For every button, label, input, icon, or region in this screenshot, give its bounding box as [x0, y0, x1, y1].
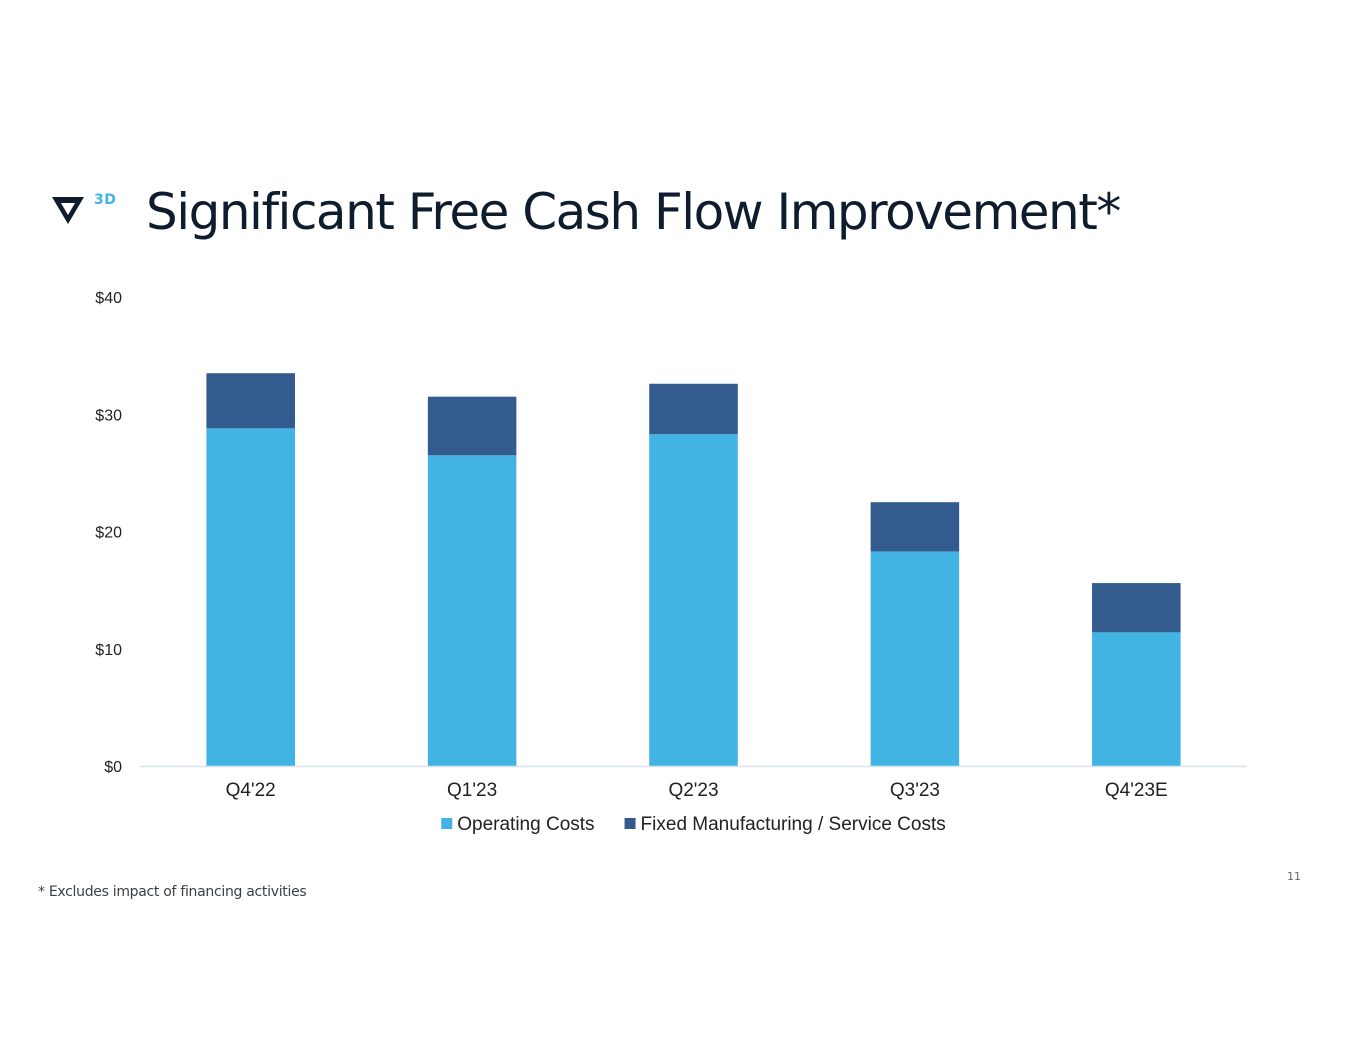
legend: Operating Costs Fixed Manufacturing / Ser…: [441, 814, 946, 835]
legend-swatch-operating-costs: [441, 818, 453, 829]
bar-operating-costs: [649, 434, 738, 766]
bar-fixed-manufacturing-service-costs: [427, 396, 517, 456]
legend-label-fixed-manufacturing-service-costs: Fixed Manufacturing / Service Costs: [641, 814, 946, 835]
bar-fixed-manufacturing-service-costs: [206, 373, 295, 429]
bar-operating-costs: [870, 551, 960, 766]
bar-fixed-manufacturing-service-costs: [1092, 583, 1181, 633]
bar-fixed-manufacturing-service-costs: [649, 383, 738, 435]
logo-text: 3D: [94, 192, 117, 208]
bar-operating-costs: [206, 428, 295, 766]
y-tick-label: $40: [95, 290, 122, 307]
legend-swatch-fixed-manufacturing-service-costs: [624, 818, 636, 829]
v-triangle-logo-icon: [52, 197, 84, 224]
x-tick-label: Q4'23E: [1105, 780, 1168, 801]
x-tick-label: Q4'22: [226, 780, 276, 801]
bar-operating-costs: [1092, 632, 1181, 766]
footnote: * Excludes impact of financing activitie…: [38, 884, 307, 900]
legend-label-operating-costs: Operating Costs: [457, 814, 594, 835]
y-tick-label: $10: [95, 642, 122, 659]
slide-title: Significant Free Cash Flow Improvement*: [146, 183, 1121, 241]
bar-fixed-manufacturing-service-costs: [870, 502, 960, 552]
bar-operating-costs: [427, 455, 517, 766]
y-tick-label: $20: [95, 525, 122, 542]
y-tick-label: $30: [95, 407, 122, 424]
y-tick-label: $0: [104, 759, 122, 776]
company-logo: 3D: [50, 192, 120, 228]
page-number: 11: [1287, 870, 1301, 883]
y-axis: $0 $10 $20 $30 $40: [95, 290, 122, 776]
x-tick-label: Q1'23: [447, 780, 497, 801]
x-axis: Q4'22 Q1'23 Q2'23 Q3'23 Q4'23E: [226, 780, 1168, 801]
bars: [206, 373, 1181, 766]
x-tick-label: Q2'23: [668, 780, 718, 801]
x-tick-label: Q3'23: [890, 780, 940, 801]
